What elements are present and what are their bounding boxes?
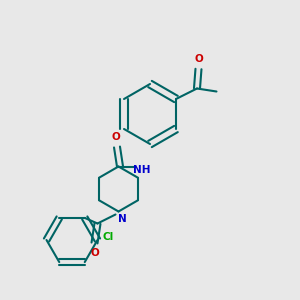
Text: NH: NH	[133, 165, 151, 175]
Text: O: O	[194, 55, 203, 64]
Text: O: O	[111, 133, 120, 142]
Text: Cl: Cl	[103, 232, 114, 242]
Text: N: N	[118, 214, 127, 224]
Text: O: O	[90, 248, 99, 257]
